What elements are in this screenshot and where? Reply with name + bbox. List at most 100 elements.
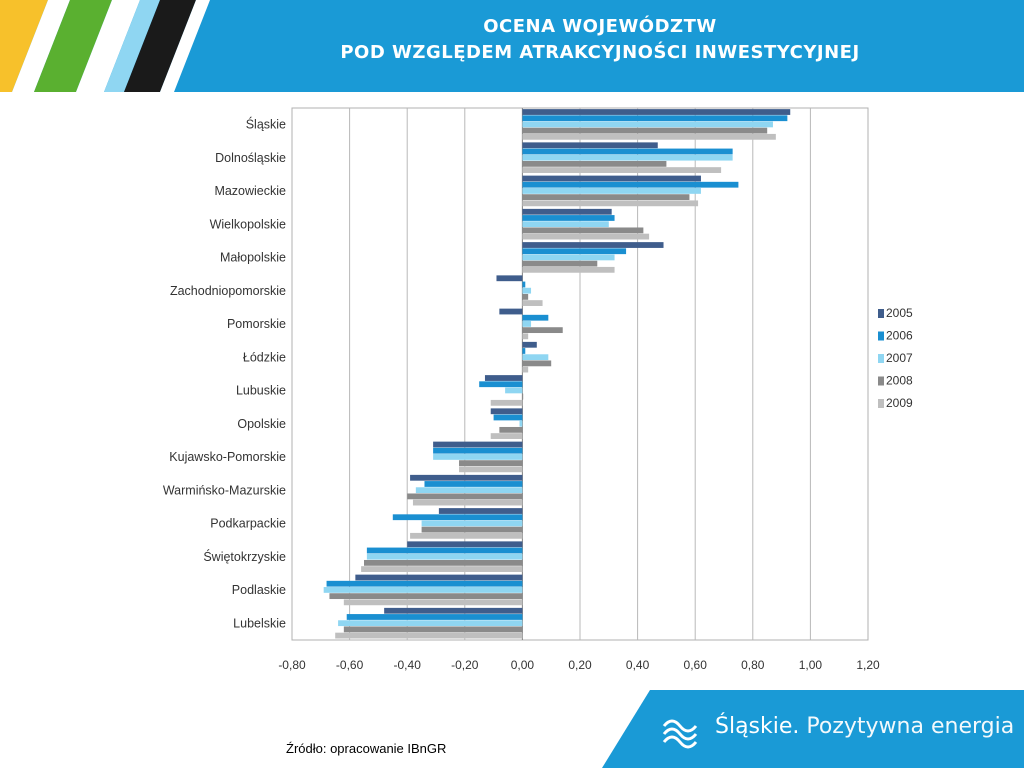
bar-2008 — [522, 293, 529, 300]
bar-2008 — [343, 626, 523, 633]
x-tick-label: 0,80 — [741, 658, 765, 672]
bar-2009 — [522, 233, 650, 240]
bar-2005 — [384, 607, 523, 614]
bar-2005 — [522, 341, 537, 348]
x-tick-label: 0,20 — [568, 658, 592, 672]
bar-2009 — [522, 333, 529, 340]
bar-2006 — [522, 348, 526, 354]
legend-swatch — [878, 399, 884, 408]
brand-name: Śląskie. — [715, 714, 800, 739]
page-title-line-1: OCENA WOJEWÓDZTW — [483, 16, 717, 37]
bar-2009 — [522, 300, 543, 306]
category-label: Wielkopolskie — [210, 217, 286, 231]
category-label: Warmińsko-Mazurskie — [163, 483, 286, 497]
category-label: Mazowieckie — [214, 184, 286, 198]
bar-2006 — [522, 181, 739, 188]
bar-2007 — [505, 387, 523, 394]
legend-swatch — [878, 309, 884, 318]
bar-2006 — [522, 248, 627, 255]
bar-2008 — [522, 227, 644, 234]
header-stripe-light — [104, 0, 160, 92]
bar-2006 — [522, 215, 615, 221]
bar-2008 — [329, 593, 523, 600]
bar-2006 — [366, 547, 523, 554]
bar-2005 — [522, 242, 664, 248]
bar-2007 — [522, 188, 701, 194]
bar-2005 — [496, 275, 523, 282]
brand-slogan: Pozytywna energia — [806, 714, 1015, 739]
bar-2005 — [407, 541, 523, 548]
bar-2009 — [490, 433, 523, 439]
bar-2005 — [438, 508, 523, 514]
bar-2009 — [522, 133, 776, 140]
category-label: Pomorskie — [227, 317, 286, 331]
header-stripe-white — [12, 0, 70, 92]
bar-2008 — [522, 327, 563, 334]
header-stripe-green — [34, 0, 112, 92]
bar-2005 — [522, 109, 791, 115]
bar-2009 — [522, 366, 529, 373]
bar-2007 — [421, 520, 523, 527]
x-tick-label: 0,40 — [626, 658, 650, 672]
bar-2005 — [522, 175, 701, 182]
bar-2006 — [424, 481, 523, 487]
bar-2008 — [522, 194, 690, 201]
x-tick-label: -0,40 — [394, 658, 422, 672]
bar-2007 — [522, 121, 773, 128]
source-note: Źródło: opracowanie IBnGR — [286, 741, 447, 756]
x-tick-label: 0,00 — [511, 658, 535, 672]
bar-2006 — [433, 447, 523, 454]
bar-2008 — [522, 393, 524, 400]
bar-2007 — [522, 287, 532, 294]
x-tick-label: 0,60 — [684, 658, 708, 672]
bar-2008 — [459, 460, 523, 467]
bar-2005 — [490, 408, 523, 415]
bar-2009 — [522, 200, 699, 207]
bar-2006 — [522, 314, 549, 321]
header-stripe-white-2 — [76, 0, 140, 92]
bar-2007 — [338, 620, 523, 627]
category-label: Opolskie — [237, 417, 286, 431]
category-label: Łódzkie — [243, 350, 286, 364]
bar-chart: -0,80 -0,60 -0,40 -0,20 0,00 0,20 0,40 0,60 0,80… — [163, 107, 913, 672]
category-label: Świętokrzyskie — [203, 549, 286, 564]
bar-2009 — [459, 466, 523, 473]
category-label: Dolnośląskie — [215, 151, 286, 165]
bar-2007 — [522, 154, 733, 161]
bar-2006 — [522, 281, 526, 288]
category-label: Śląskie — [246, 117, 286, 132]
page-title-line-2: POD WZGLĘDEM ATRAKCYJNOŚCI INWESTYCYJNEJ — [340, 42, 860, 63]
bar-2007 — [522, 321, 532, 327]
bar-2007 — [519, 420, 523, 427]
bar-2007 — [522, 254, 615, 261]
header-stripe-black — [124, 0, 196, 92]
bar-2009 — [522, 167, 722, 173]
bar-2008 — [522, 127, 768, 134]
bar-2005 — [433, 441, 523, 448]
bar-2009 — [522, 266, 615, 273]
category-label: Podlaskie — [232, 583, 286, 597]
bar-2005 — [522, 142, 658, 149]
category-label: Małopolskie — [220, 251, 286, 265]
legend-swatch — [878, 354, 884, 363]
bar-2006 — [522, 115, 788, 122]
legend-label: 2009 — [886, 396, 913, 410]
bar-2006 — [493, 414, 523, 421]
legend-label: 2006 — [886, 329, 913, 343]
bar-2007 — [433, 454, 523, 460]
bar-2006 — [392, 514, 523, 521]
legend-swatch — [878, 331, 884, 341]
bar-2009 — [335, 632, 523, 639]
bar-2007 — [522, 221, 609, 228]
header-stripe-yellow — [0, 0, 48, 92]
bar-2008 — [499, 426, 523, 433]
bar-2009 — [361, 566, 523, 572]
brand-wordmark: Śląskie. Pozytywna energia — [715, 714, 1014, 739]
bar-2005 — [484, 375, 523, 381]
category-label: Lubuskie — [236, 384, 286, 398]
bar-2009 — [490, 399, 523, 406]
bar-2006 — [522, 148, 733, 155]
bar-2006 — [326, 580, 523, 587]
bar-2008 — [421, 526, 523, 533]
header-stripe-white-3 — [160, 0, 210, 92]
